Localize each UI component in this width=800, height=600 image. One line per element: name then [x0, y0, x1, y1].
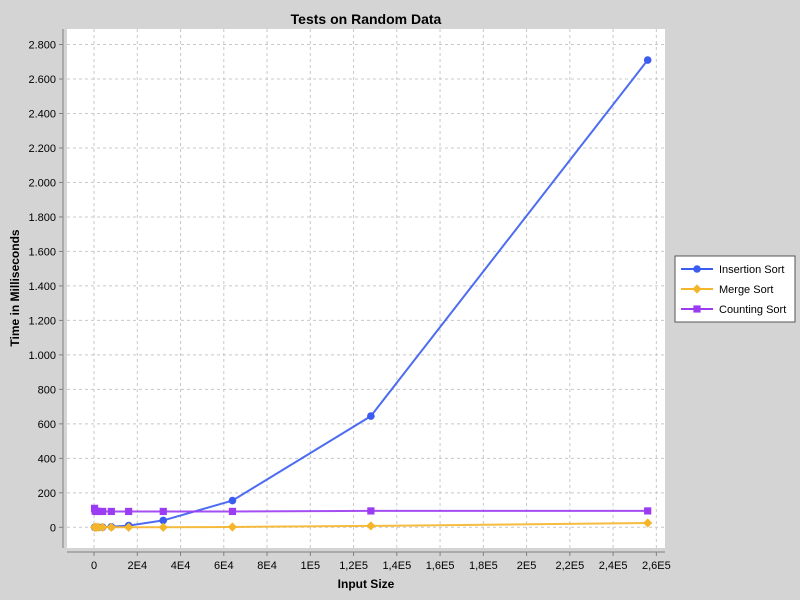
y-tick-label: 200 — [38, 488, 56, 500]
x-tick-label: 8E4 — [257, 560, 277, 572]
x-tick-label: 2,2E5 — [555, 560, 584, 572]
legend-label: Counting Sort — [719, 304, 786, 316]
x-tick-label: 1E5 — [301, 560, 321, 572]
data-point-merge-sort — [643, 518, 653, 528]
x-tick-label: 4E4 — [171, 560, 191, 572]
data-point-merge-sort — [366, 521, 376, 531]
y-tick-label: 1.000 — [28, 350, 56, 362]
x-axis-label: Input Size — [338, 577, 395, 591]
data-point-counting-sort — [94, 507, 102, 516]
series-merge-sort — [89, 518, 653, 532]
y-tick-label: 2.600 — [28, 74, 56, 86]
y-tick-label: 0 — [50, 522, 56, 534]
y-tick-label: 2.200 — [28, 143, 56, 155]
y-tick-label: 2.800 — [28, 40, 56, 52]
legend-label: Merge Sort — [719, 284, 773, 296]
x-tick-label: 1,4E5 — [382, 560, 411, 572]
x-tick-label: 2E4 — [128, 560, 148, 572]
data-point-merge-sort — [227, 522, 238, 532]
data-point-merge-sort — [98, 522, 108, 532]
y-tick-label: 1.400 — [28, 281, 56, 293]
legend-marker — [692, 284, 702, 294]
legend-item-insertion-sort: Insertion Sort — [681, 264, 784, 276]
y-tick-label: 600 — [38, 419, 56, 431]
legend-marker — [693, 305, 701, 313]
legend-item-counting-sort: Counting Sort — [681, 304, 786, 316]
data-point-counting-sort — [125, 507, 133, 516]
legend-label: Insertion Sort — [719, 264, 784, 276]
x-tick-label: 2,6E5 — [642, 560, 671, 572]
x-tick-label: 1,6E5 — [426, 560, 455, 572]
x-tick-label: 1,8E5 — [469, 560, 498, 572]
data-point-counting-sort — [228, 507, 237, 516]
data-point-counting-sort — [159, 507, 167, 516]
y-tick-label: 1.800 — [28, 212, 56, 224]
x-axis: 0 2E4 4E4 6E4 8E4 1E5 1,2E5 1,4E5 1,6E5 1,8E5 2E5 2… — [67, 551, 671, 572]
y-tick-label: 2.000 — [28, 177, 56, 189]
y-tick-label: 1.200 — [28, 315, 56, 327]
legend: Insertion Sort Merge Sort Counting Sort — [674, 255, 796, 323]
plot-area — [67, 29, 665, 548]
data-point-insertion-sort — [367, 412, 375, 420]
y-axis: 0 200 400 600 800 1.000 1.200 1.400 1.600 1.800 2.… — [28, 29, 64, 548]
y-tick-label: 2.400 — [28, 108, 56, 120]
y-tick-label: 800 — [38, 384, 56, 396]
data-point-insertion-sort — [159, 516, 168, 525]
chart-title: Tests on Random Data — [291, 11, 442, 27]
series-layer — [89, 56, 653, 532]
x-tick-label: 2E5 — [517, 560, 537, 572]
series-counting-sort — [90, 504, 652, 516]
data-point-counting-sort — [107, 507, 115, 516]
x-tick-label: 1,2E5 — [339, 560, 368, 572]
y-tick-label: 400 — [38, 453, 56, 465]
data-point-counting-sort — [99, 507, 107, 516]
x-tick-label: 0 — [91, 560, 97, 572]
grid — [67, 29, 665, 548]
data-point-counting-sort — [644, 507, 652, 515]
data-point-merge-sort — [106, 522, 116, 532]
data-point-merge-sort — [124, 522, 134, 532]
data-point-insertion-sort — [228, 496, 237, 505]
data-point-merge-sort — [158, 522, 168, 532]
data-point-counting-sort — [367, 507, 375, 515]
legend-item-merge-sort: Merge Sort — [681, 284, 773, 296]
y-axis-label: Time in Milliseconds — [8, 229, 22, 346]
x-tick-label: 6E4 — [214, 560, 234, 572]
x-tick-label: 2,4E5 — [599, 560, 628, 572]
data-point-insertion-sort — [643, 56, 652, 64]
y-tick-label: 1.600 — [28, 246, 56, 258]
legend-marker — [693, 265, 701, 273]
